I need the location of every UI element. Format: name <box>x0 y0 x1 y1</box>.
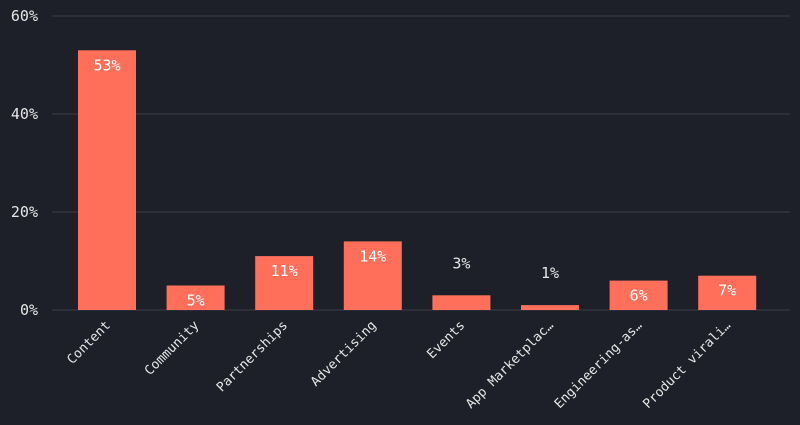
bar[interactable] <box>343 241 402 310</box>
bars <box>78 50 757 311</box>
bar[interactable] <box>432 295 491 310</box>
gridlines <box>52 15 790 311</box>
x-tick-label: Advertising <box>308 318 379 389</box>
data-label: 7% <box>718 282 736 300</box>
x-tick-label: Content <box>64 318 113 367</box>
y-tick-label: 20% <box>11 203 38 221</box>
bar[interactable] <box>521 305 579 310</box>
bar[interactable] <box>609 280 668 310</box>
bar[interactable] <box>255 256 314 310</box>
x-tick-label: App Marketplac… <box>463 318 557 412</box>
data-labels: 53% 5% 11% 14% 3% 1% 6% 7% <box>93 56 736 309</box>
x-tick-label: Community <box>142 318 203 379</box>
y-tick-label: 40% <box>11 105 38 123</box>
data-label: 53% <box>93 56 120 74</box>
data-label: 5% <box>187 292 205 310</box>
x-tick-label: Events <box>424 318 468 362</box>
y-axis-tick-labels: 0% 20% 40% 60% <box>11 7 38 319</box>
data-label: 14% <box>359 247 386 265</box>
data-label: 1% <box>541 264 559 282</box>
x-tick-label: Partnerships <box>214 318 291 395</box>
bar[interactable] <box>78 50 136 311</box>
data-label: 6% <box>630 287 648 305</box>
y-tick-label: 60% <box>11 7 38 25</box>
data-label: 3% <box>452 254 470 272</box>
bar[interactable] <box>698 275 757 310</box>
x-axis-tick-labels: Content Community Partnerships Advertising E… <box>64 318 734 412</box>
data-label: 11% <box>271 262 298 280</box>
y-tick-label: 0% <box>20 301 38 319</box>
x-tick-label: Engineering-as… <box>552 318 646 412</box>
bar[interactable] <box>166 285 225 311</box>
x-tick-label: Product virali… <box>640 318 734 412</box>
